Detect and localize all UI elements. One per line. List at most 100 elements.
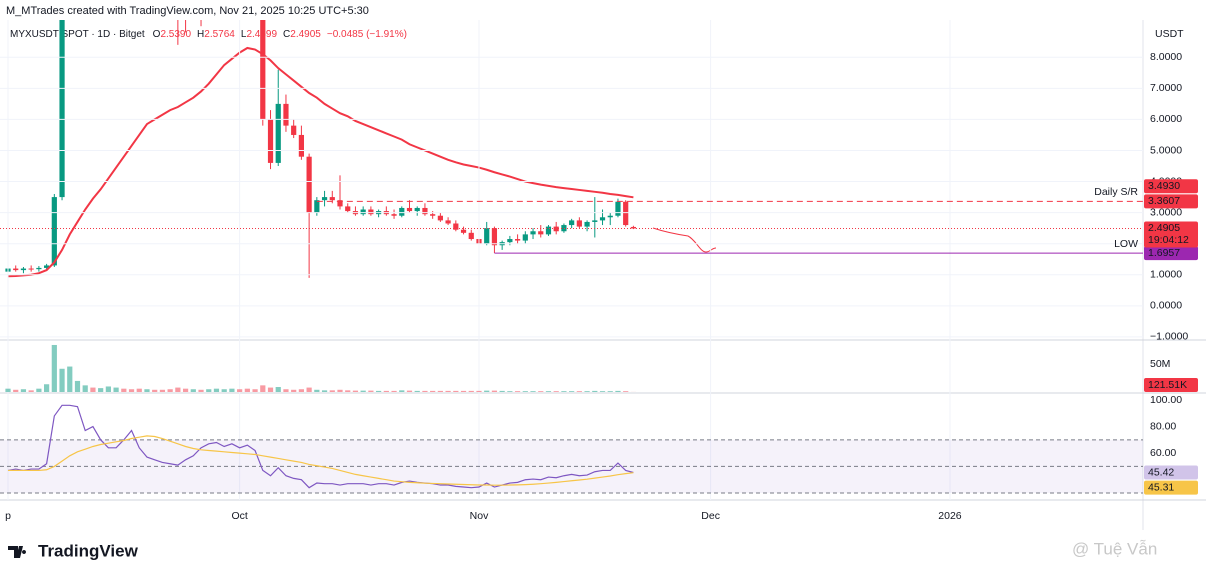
volume-bar [67,366,73,392]
y-tick-label: 100.00 [1150,394,1182,406]
candle-body [468,232,474,240]
volume-bar [476,390,482,392]
volume-bar [430,390,436,392]
volume-bar [13,389,19,392]
ma-last-label: 3.4930 [1148,180,1180,192]
symbol-header: MYXUSDT SPOT · 1D · Bitget O2.5390 H2.5764… [10,29,407,40]
y-tick-label: 1.0000 [1150,269,1182,281]
volume-bar [545,391,552,392]
volume-bar [206,389,212,392]
volume-bar [623,391,629,392]
volume-bar [51,344,57,392]
volume-bar [615,390,621,392]
volume-bar [569,391,575,392]
watermark: @ Tuệ Vẫn [1072,539,1157,558]
volume-bar [98,388,104,392]
volume-bar [229,388,235,392]
volume-bar [252,389,258,392]
level-name: LOW [1114,238,1138,250]
candle-body [368,209,374,215]
volume-bar [136,388,142,392]
volume-bar [44,384,50,392]
candle-body [584,221,590,227]
x-tick-label: p [5,510,11,522]
candle-body [453,223,459,230]
volume-bar [445,390,451,392]
candle-body [291,125,297,135]
volume-bar [499,390,505,392]
level-label: 1.6957 [1148,247,1180,259]
volume-bar [399,390,405,392]
candle-body [59,20,65,198]
volume-bar [599,391,606,392]
level-label-bg [1144,246,1198,261]
volume-bar [460,390,467,392]
candle-body [51,197,57,266]
volume-bar [260,385,266,392]
y-tick-label: 50M [1150,358,1170,370]
ma-last-label-bg [1144,179,1198,194]
candle-body [430,214,436,216]
candle-body [321,197,328,201]
volume-bar [267,387,274,392]
candle-body [630,226,637,229]
candle-body [337,200,343,207]
logo: TradingView [8,541,139,560]
volume-bar [291,389,297,392]
volume-bar [383,390,389,392]
candle-body [491,228,498,246]
logo-text: TradingView [38,541,139,560]
candle-body [576,220,582,227]
rsi-line [7,404,634,489]
volume-bar [345,390,351,392]
attribution: M_MTrades created with TradingView.com, … [6,5,369,17]
volume-bar [128,389,135,392]
y-tick-label: 8.0000 [1150,51,1182,63]
volume-bar [298,389,305,392]
volume-bar [507,391,513,392]
y-tick-label: 60.00 [1150,447,1176,459]
candle-body [414,207,420,212]
volume-bar [283,389,289,392]
volume-bar [414,390,420,392]
candle-body [360,209,366,215]
volume-bar [105,386,111,392]
ohlc-value: 2.5764 [204,29,235,40]
candle-body [484,228,490,244]
rsi-line [8,435,634,486]
candle-body [561,225,567,232]
ohlc-key: H [197,29,204,40]
y-tick-label: 7.0000 [1150,82,1182,94]
candle-body [592,220,598,222]
volume-bar [406,390,413,392]
volume-bar [491,390,498,392]
candle-body [522,234,528,241]
volume-bar [213,388,220,392]
volume-bar [592,390,598,392]
volume-bar [74,380,81,392]
x-tick-label: 2026 [938,510,962,522]
x-tick-label: Dec [701,510,720,522]
candle-body [260,20,266,120]
volume-bar [437,390,443,392]
volume-bar [337,389,343,392]
moving-average [7,46,634,278]
volume-bar [275,387,281,392]
volume-bar [20,389,27,392]
ohlc-key: L [241,29,247,40]
candle-body [545,226,552,235]
candle-body [28,268,34,270]
volume-bar [159,389,166,392]
volume-bar [113,387,119,392]
level-label: 3.3607 [1148,195,1180,207]
volume-bar [36,388,42,392]
candle-body [437,215,443,221]
volume-bar [422,390,428,392]
volume-bar [553,391,559,392]
candle-body [607,215,613,218]
volume-bar [321,390,328,392]
candle-body [298,134,305,157]
countdown: 19:04:12 [1148,234,1189,246]
candle-body [275,103,281,163]
candle-body [530,231,536,235]
